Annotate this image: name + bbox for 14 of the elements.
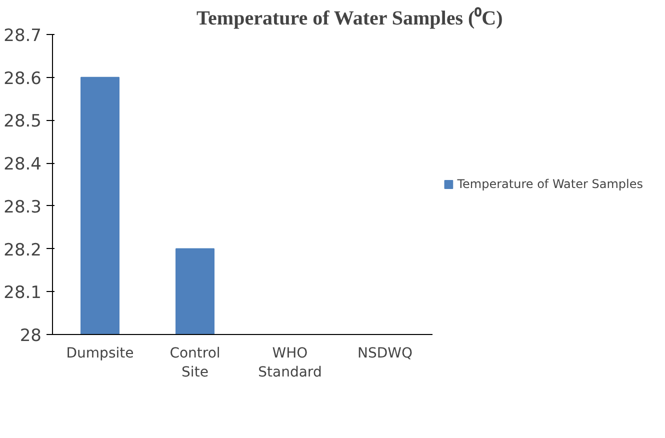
legend-label: Temperature of Water Samples [457, 177, 643, 191]
x-tick-label: Control Site [170, 346, 220, 381]
y-tick-label: 28.2 [4, 240, 42, 260]
y-tick-label: 28.5 [4, 112, 42, 132]
y-tick-label: 28.6 [4, 68, 42, 89]
x-tick-label: Dumpsite [66, 346, 134, 362]
y-tick-label: 28 [20, 326, 42, 346]
chart-title: Temperature of Water Samples (⁰C) [196, 6, 503, 30]
y-tick-label: 28.4 [4, 154, 42, 175]
x-tick-label: NSDWQ [358, 346, 413, 362]
y-tick-label: 28.1 [4, 283, 42, 304]
y-tick-label: 28.3 [4, 197, 42, 218]
x-tick-label: WHO Standard [258, 346, 322, 381]
y-tick-label: 28.7 [4, 26, 42, 46]
